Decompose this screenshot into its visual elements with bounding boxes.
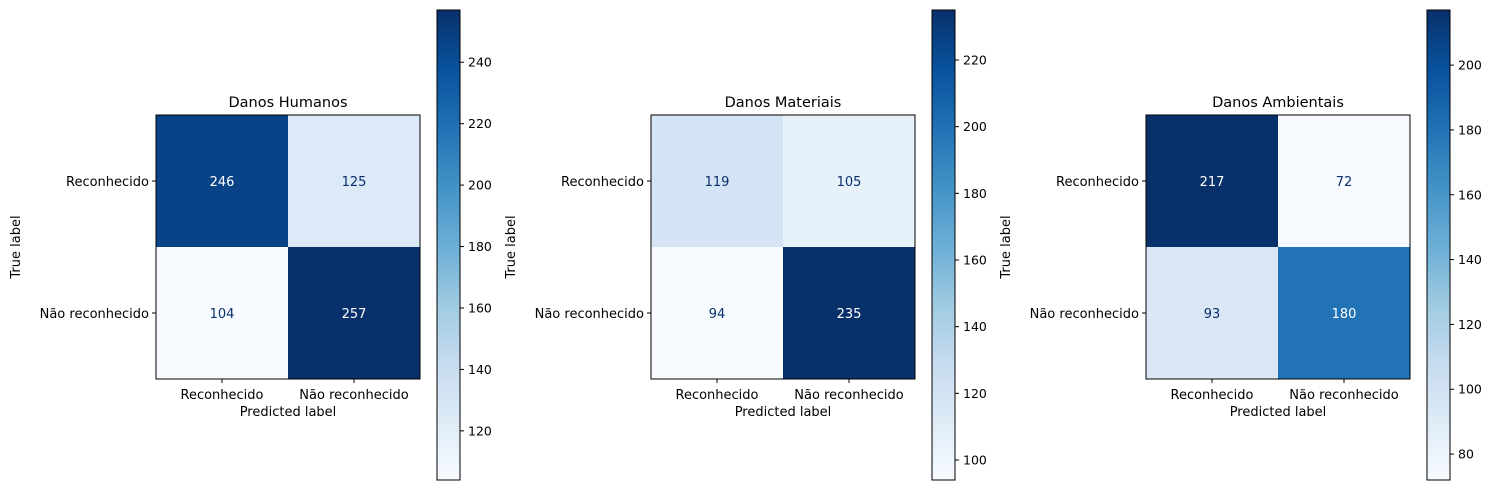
heatmap-cell bbox=[651, 247, 783, 379]
cell-value-label: 125 bbox=[342, 175, 367, 190]
heatmap-cell bbox=[1278, 115, 1410, 247]
heatmap-cell bbox=[288, 247, 420, 379]
chart-title: Danos Ambientais bbox=[1212, 95, 1344, 111]
heatmap-cell bbox=[651, 115, 783, 247]
y-tick-label: Não reconhecido bbox=[40, 307, 149, 322]
colorbar-tick-label: 140 bbox=[963, 319, 987, 334]
cell-value-label: 217 bbox=[1200, 175, 1225, 190]
colorbar-tick-label: 240 bbox=[468, 55, 492, 70]
cell-value-label: 257 bbox=[342, 307, 367, 322]
heatmap-cell bbox=[288, 115, 420, 247]
heatmap-cell bbox=[783, 247, 915, 379]
heatmap-cell bbox=[1278, 247, 1410, 379]
cell-value-label: 105 bbox=[837, 175, 862, 190]
y-tick-label: Não reconhecido bbox=[535, 307, 644, 322]
colorbar-tick-label: 100 bbox=[963, 453, 987, 468]
y-axis-label: True label bbox=[999, 215, 1014, 279]
cell-value-label: 72 bbox=[1336, 175, 1353, 190]
heatmap-frame bbox=[650, 114, 916, 380]
chart-title: Danos Materiais bbox=[725, 95, 842, 111]
x-axis-label: Predicted label bbox=[735, 405, 832, 420]
colorbar-tick-label: 160 bbox=[963, 253, 987, 268]
colorbar-tick-label: 140 bbox=[468, 362, 492, 377]
colorbar-frame bbox=[1426, 9, 1451, 481]
x-tick-label: Reconhecido bbox=[1171, 388, 1254, 403]
x-axis-label: Predicted label bbox=[1230, 405, 1327, 420]
colorbar-tick-label: 200 bbox=[963, 119, 987, 134]
colorbar-tick-label: 120 bbox=[1458, 317, 1482, 332]
colorbar bbox=[437, 10, 460, 480]
colorbar-tick-label: 100 bbox=[1458, 382, 1482, 397]
cell-value-label: 180 bbox=[1332, 307, 1357, 322]
y-tick-label: Reconhecido bbox=[66, 175, 149, 190]
cell-value-label: 246 bbox=[210, 175, 235, 190]
y-tick-label: Reconhecido bbox=[561, 175, 644, 190]
colorbar-tick-label: 220 bbox=[963, 53, 987, 68]
x-tick-label: Reconhecido bbox=[181, 388, 264, 403]
x-tick-label: Não reconhecido bbox=[299, 388, 408, 403]
colorbar-frame bbox=[436, 9, 461, 481]
colorbar-tick-label: 220 bbox=[468, 116, 492, 131]
heatmap-cell bbox=[1146, 115, 1278, 247]
colorbar-tick-label: 180 bbox=[963, 186, 987, 201]
heatmap-cell bbox=[783, 115, 915, 247]
confusion-matrix-panel: 119 105 94 235 Danos Materiais Reconhecido Não… bbox=[504, 9, 987, 481]
x-axis-label: Predicted label bbox=[240, 405, 337, 420]
cell-value-label: 94 bbox=[709, 307, 726, 322]
colorbar bbox=[1427, 10, 1450, 480]
colorbar-tick-label: 120 bbox=[963, 386, 987, 401]
colorbar-tick-label: 80 bbox=[1458, 447, 1474, 462]
x-tick-label: Não reconhecido bbox=[794, 388, 903, 403]
y-axis-label: True label bbox=[9, 215, 24, 279]
colorbar-frame bbox=[931, 9, 956, 481]
chart-title: Danos Humanos bbox=[229, 95, 348, 111]
confusion-matrix-panel: 217 72 93 180 Danos Ambientais Reconhecido Não… bbox=[999, 9, 1482, 481]
colorbar-tick-label: 120 bbox=[468, 423, 492, 438]
cell-value-label: 104 bbox=[210, 307, 235, 322]
heatmap-cell bbox=[1146, 247, 1278, 379]
cell-value-label: 93 bbox=[1204, 307, 1221, 322]
cell-value-label: 119 bbox=[705, 175, 730, 190]
confusion-matrix-panel: 246 125 104 257 Danos Humanos Reconhecido Não … bbox=[9, 9, 492, 481]
heatmap-frame bbox=[1145, 114, 1411, 380]
colorbar-tick-label: 160 bbox=[1458, 187, 1482, 202]
x-tick-label: Não reconhecido bbox=[1289, 388, 1398, 403]
heatmap-cell bbox=[156, 247, 288, 379]
colorbar-tick-label: 180 bbox=[1458, 122, 1482, 137]
colorbar-tick-label: 200 bbox=[468, 178, 492, 193]
colorbar-tick-label: 180 bbox=[468, 239, 492, 254]
y-axis-label: True label bbox=[504, 215, 519, 279]
x-tick-label: Reconhecido bbox=[676, 388, 759, 403]
colorbar-tick-label: 140 bbox=[1458, 252, 1482, 267]
y-tick-label: Reconhecido bbox=[1056, 175, 1139, 190]
heatmap-frame bbox=[155, 114, 421, 380]
colorbar-tick-label: 160 bbox=[468, 300, 492, 315]
colorbar bbox=[932, 10, 955, 480]
heatmap-cell bbox=[156, 115, 288, 247]
colorbar-tick-label: 200 bbox=[1458, 58, 1482, 73]
cell-value-label: 235 bbox=[837, 307, 862, 322]
y-tick-label: Não reconhecido bbox=[1030, 307, 1139, 322]
